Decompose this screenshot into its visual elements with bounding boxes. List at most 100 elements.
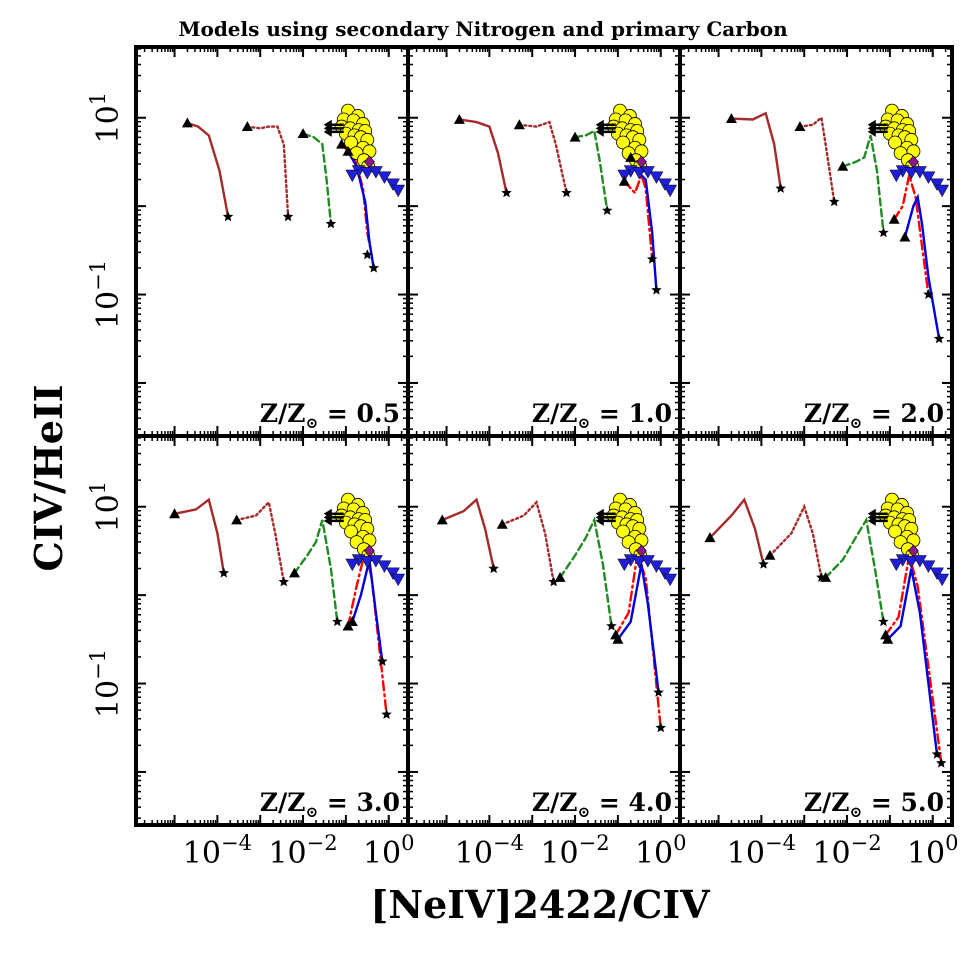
model-end-star (377, 655, 388, 666)
panel-border (406, 45, 682, 438)
model-series-line (518, 120, 568, 195)
left-limit-arrow-head (867, 515, 876, 526)
x-tick-label: 10−2 (268, 831, 337, 871)
panel-metallicity-label: Z/Z⊙ = 1.0 (532, 399, 672, 432)
model-series-line (884, 555, 943, 765)
x-tick-label: 10−2 (812, 831, 881, 871)
model-start-triangle (513, 119, 525, 130)
observation-circle (888, 524, 902, 539)
observation-upper-limit (617, 169, 632, 183)
x-tick-label: 100 (363, 831, 415, 871)
observation-upper-limit (930, 178, 944, 192)
observation-circle (616, 524, 630, 539)
observation-upper-limit (663, 184, 678, 198)
model-series-line (246, 125, 290, 218)
left-limit-arrow-head (323, 515, 332, 526)
observation-upper-limit (935, 573, 950, 587)
model-series-line (629, 156, 658, 292)
observation-upper-limit (377, 171, 392, 184)
observation-circle (344, 524, 358, 539)
observation-upper-limit (921, 560, 936, 573)
model-start-triangle (704, 532, 716, 543)
model-end-star (878, 616, 889, 627)
x-tick-label: 10−4 (183, 831, 252, 871)
observation-upper-limit (345, 169, 360, 183)
observation-upper-limit (391, 573, 406, 587)
model-start-triangle (288, 567, 300, 578)
model-series-line (458, 118, 508, 195)
model-series-line (573, 129, 609, 212)
model-end-star (548, 576, 559, 587)
panel-2: Z/Z⊙ = 1.0 (408, 47, 680, 436)
model-start-triangle (612, 633, 624, 644)
observation-upper-limit (904, 167, 919, 180)
observation-upper-limit (386, 178, 400, 192)
panel-border (678, 45, 954, 438)
model-end-star (936, 757, 947, 768)
x-tick-label: 10−4 (727, 831, 796, 871)
panel-plot-area (436, 492, 678, 733)
panel-border (678, 434, 954, 827)
y-axis-label: CIV/HeII (26, 384, 71, 571)
model-end-star (218, 567, 229, 578)
y-tick-label: 101 (86, 481, 126, 533)
observation-upper-limit (663, 573, 678, 587)
observation-upper-limit (658, 178, 672, 192)
model-start-triangle (346, 616, 358, 627)
model-end-star (758, 558, 769, 569)
model-end-star (606, 620, 617, 631)
observation-upper-limit (658, 567, 672, 581)
observation-upper-limit (632, 556, 647, 569)
model-start-triangle (181, 117, 193, 128)
panels-grid: Z/Z⊙ = 0.5 101 10−1 Z/Z⊙ = 1.0 Z/Z⊙ = 2.0 Z/Z… (86, 47, 959, 871)
model-start-triangle (618, 175, 630, 186)
model-series-line (293, 519, 339, 623)
observation-upper-limit (377, 560, 392, 573)
figure-title: Models using secondary Nitrogen and prim… (178, 17, 788, 41)
model-series-line (824, 516, 885, 623)
model-series-line (346, 150, 375, 270)
y-tick-label: 10−1 (86, 649, 126, 718)
model-start-triangle (231, 514, 243, 525)
model-series-line (798, 115, 836, 203)
observation-upper-limit (930, 567, 944, 581)
left-limit-arrow-head (323, 126, 332, 137)
model-end-star (655, 722, 666, 733)
panel-plot-area (169, 492, 406, 719)
x-tick-label: 10−2 (540, 831, 609, 871)
model-series-line (173, 497, 225, 575)
left-limit-arrow-head (867, 126, 876, 137)
left-limit-arrow-head (595, 515, 604, 526)
panel-metallicity-label: Z/Z⊙ = 0.5 (260, 399, 400, 432)
observation-circle (616, 135, 630, 150)
x-tick-label: 10−4 (455, 831, 524, 871)
model-series-line (730, 111, 782, 190)
model-series-line (301, 132, 333, 225)
model-series-line (886, 568, 939, 756)
model-series-line (346, 550, 388, 716)
model-start-triangle (496, 518, 508, 529)
model-start-triangle (342, 145, 354, 156)
x-tick-label: 100 (635, 831, 687, 871)
model-start-triangle (169, 508, 181, 519)
x-tick-label: 100 (907, 831, 959, 871)
panel-metallicity-label: Z/Z⊙ = 3.0 (260, 788, 400, 821)
model-end-star (775, 183, 786, 193)
model-end-star (381, 709, 392, 719)
model-end-star (646, 253, 658, 264)
model-series-line (616, 563, 660, 694)
panels-frame (134, 45, 954, 827)
model-end-star (368, 262, 379, 273)
panel-plot-area (725, 103, 950, 344)
model-start-triangle (899, 231, 911, 242)
model-start-triangle (436, 514, 448, 525)
observation-upper-limit (921, 171, 936, 184)
x-axis-label: [NeIV]2422/CIV (370, 882, 711, 927)
panel-metallicity-label: Z/Z⊙ = 2.0 (804, 399, 944, 432)
model-series-line (501, 499, 555, 584)
model-end-star (829, 196, 840, 207)
model-end-star (602, 205, 613, 215)
observation-circle (888, 135, 902, 150)
model-start-triangle (241, 121, 253, 131)
